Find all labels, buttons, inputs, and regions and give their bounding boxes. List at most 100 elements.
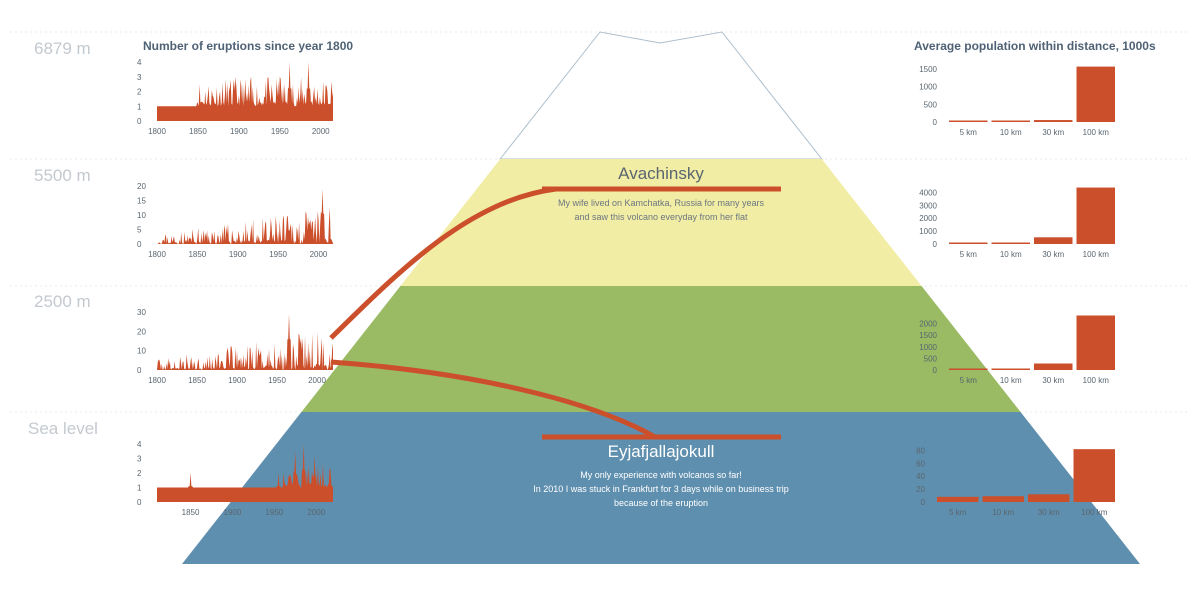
connector-eyjafjallajokull xyxy=(330,359,657,440)
category-label: 100 km xyxy=(1083,250,1110,259)
y-tick-label: 1500 xyxy=(919,331,937,340)
y-tick-label: 0 xyxy=(137,366,142,375)
category-label: 100 km xyxy=(1083,128,1110,137)
x-tick-label: 2000 xyxy=(307,508,325,517)
y-tick-label: 3000 xyxy=(919,201,937,210)
y-tick-label: 5 xyxy=(137,226,142,235)
y-tick-label: 30 xyxy=(137,308,146,317)
category-label: 100 km xyxy=(1083,376,1110,385)
connector-curves xyxy=(329,186,657,440)
population-bar-5km xyxy=(949,368,988,370)
population-bar-5km xyxy=(949,120,988,122)
eruption-area-band-2 xyxy=(157,313,333,370)
eyjafjallajokull-note-line-3: because of the eruption xyxy=(614,498,708,508)
y-tick-label: 1000 xyxy=(919,343,937,352)
y-tick-label: 3 xyxy=(137,73,142,82)
mountain-band-middle xyxy=(301,286,1021,412)
band-label-2500: 2500 m xyxy=(34,292,91,311)
category-label: 5 km xyxy=(960,376,978,385)
population-bar-30km xyxy=(1034,120,1073,122)
eruption-chart-band-0: 0 1 2 3 4 1800 1850 1900 1950 2000 xyxy=(137,58,333,136)
category-label: 10 km xyxy=(992,508,1014,517)
population-bar-100km xyxy=(1076,66,1115,122)
category-label: 30 km xyxy=(1042,376,1064,385)
y-tick-label: 0 xyxy=(933,366,938,375)
population-bar-10km xyxy=(991,120,1030,122)
mountain-bands xyxy=(182,31,1140,564)
population-bar-100km xyxy=(1076,187,1115,244)
category-label: 5 km xyxy=(960,128,978,137)
eyjafjallajokull-name: Eyjafjallajokull xyxy=(608,442,715,461)
x-tick-label: 1950 xyxy=(265,508,283,517)
y-tick-label: 1000 xyxy=(919,227,937,236)
eruption-area-band-1 xyxy=(157,188,333,244)
y-tick-label: 0 xyxy=(137,498,142,507)
category-label: 10 km xyxy=(1000,376,1022,385)
y-tick-label: 2000 xyxy=(919,214,937,223)
y-tick-label: 0 xyxy=(933,240,938,249)
y-tick-label: 3 xyxy=(137,455,142,464)
avachinsky-note-line-1: My wife lived on Kamchatka, Russia for m… xyxy=(558,198,765,208)
avachinsky-annotation: Avachinsky My wife lived on Kamchatka, R… xyxy=(542,164,781,222)
eyjafjallajokull-note-line-2: In 2010 I was stuck in Frankfurt for 3 d… xyxy=(533,484,789,494)
y-tick-label: 4 xyxy=(137,440,142,449)
y-tick-label: 60 xyxy=(916,459,925,468)
band-label-sea-level: Sea level xyxy=(28,419,98,438)
eyjafjallajokull-annotation: Eyjafjallajokull My only experience with… xyxy=(533,434,789,508)
x-tick-label: 1850 xyxy=(182,508,200,517)
x-tick-label: 1900 xyxy=(229,250,247,259)
band-label-5500: 5500 m xyxy=(34,166,91,185)
x-tick-label: 2000 xyxy=(310,250,328,259)
population-bar-10km xyxy=(982,496,1024,502)
x-tick-label: 1800 xyxy=(148,127,166,136)
y-tick-label: 0 xyxy=(137,117,142,126)
population-bar-5km xyxy=(937,496,979,502)
x-tick-label: 1800 xyxy=(148,250,166,259)
eruption-chart-band-2: 0 10 20 30 1800 1850 1900 1950 2000 xyxy=(137,308,333,385)
eruption-chart-band-3: 0 1 2 3 4 1850 1900 1950 2000 xyxy=(137,440,333,517)
x-tick-label: 1850 xyxy=(188,250,206,259)
population-chart-band-1: 5 km 10 km 30 km 100 km 0 1000 2000 3000 4000 xyxy=(919,187,1115,259)
y-tick-label: 80 xyxy=(916,446,925,455)
y-tick-label: 2 xyxy=(137,469,142,478)
x-tick-label: 1800 xyxy=(148,376,166,385)
x-tick-label: 2000 xyxy=(312,127,330,136)
mountain-band-lower xyxy=(182,412,1140,564)
y-tick-label: 4 xyxy=(137,58,142,67)
x-tick-label: 1900 xyxy=(230,127,248,136)
eyjafjallajokull-note-line-1: My only experience with volcanos so far! xyxy=(580,470,742,480)
category-label: 30 km xyxy=(1038,508,1060,517)
mountain-band-top xyxy=(499,31,823,160)
category-label: 10 km xyxy=(1000,128,1022,137)
population-bar-10km xyxy=(991,242,1030,244)
y-tick-label: 1500 xyxy=(919,65,937,74)
category-label: 10 km xyxy=(1000,250,1022,259)
eruptions-chart-title: Number of eruptions since year 1800 xyxy=(143,39,353,53)
y-tick-label: 0 xyxy=(933,118,938,127)
y-tick-label: 0 xyxy=(921,498,926,507)
population-charts: 5 km 10 km 30 km 100 km 0 500 1000 1500 5 km 10 k… xyxy=(916,65,1115,517)
connector-avachinsky xyxy=(329,186,557,340)
eruption-area-band-3 xyxy=(157,444,333,502)
x-tick-label: 2000 xyxy=(308,376,326,385)
y-tick-label: 500 xyxy=(924,100,938,109)
category-label: 5 km xyxy=(949,508,967,517)
x-tick-label: 1950 xyxy=(268,376,286,385)
population-chart-title: Average population within distance, 1000… xyxy=(914,39,1156,53)
population-chart-band-3: 5 km 10 km 30 km 100 km 0 20 40 60 80 xyxy=(916,446,1115,517)
y-tick-label: 2000 xyxy=(919,320,937,329)
y-tick-label: 20 xyxy=(916,485,925,494)
eruption-area-band-0 xyxy=(157,62,333,121)
y-tick-label: 500 xyxy=(924,354,938,363)
y-tick-label: 0 xyxy=(137,240,142,249)
mountain-band-upper xyxy=(400,159,922,286)
population-bar-100km xyxy=(1073,449,1115,502)
population-bar-100km xyxy=(1076,315,1115,370)
y-tick-label: 40 xyxy=(916,472,925,481)
population-bar-5km xyxy=(949,242,988,244)
population-chart-band-0: 5 km 10 km 30 km 100 km 0 500 1000 1500 xyxy=(919,65,1115,137)
x-tick-label: 1900 xyxy=(228,376,246,385)
y-tick-label: 2 xyxy=(137,88,142,97)
category-label: 30 km xyxy=(1042,250,1064,259)
population-bar-10km xyxy=(991,368,1030,370)
